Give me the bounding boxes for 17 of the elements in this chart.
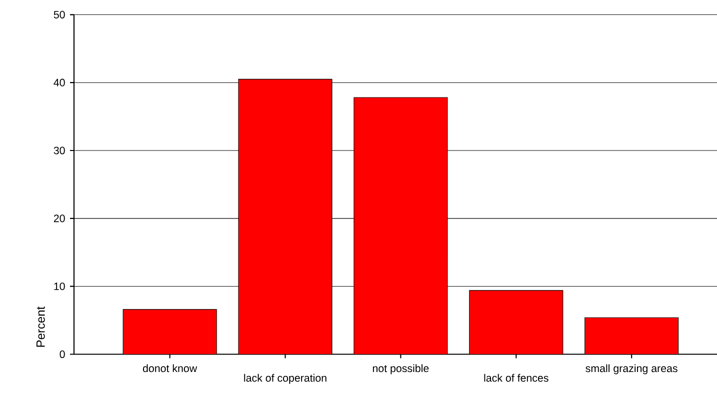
bar (238, 78, 332, 354)
x-tick-label: not possible (372, 364, 429, 374)
y-tick-label: 50 (54, 10, 65, 18)
y-tick-label: 20 (54, 214, 65, 222)
bar (122, 309, 217, 354)
x-tick-label: lack of fences (484, 374, 548, 382)
y-tick-label: 0 (60, 350, 65, 358)
y-axis-title: Percent (36, 306, 45, 347)
y-tick-label: 30 (54, 146, 65, 154)
bar (584, 317, 679, 354)
bar (469, 290, 564, 354)
bar (354, 97, 448, 354)
y-tick-label: 40 (54, 78, 65, 86)
y-tick-label: 10 (54, 282, 65, 290)
x-tick-label: small grazing areas (586, 364, 678, 374)
x-tick-label: donot know (142, 364, 198, 372)
x-tick-label: lack of coperation (244, 374, 326, 384)
